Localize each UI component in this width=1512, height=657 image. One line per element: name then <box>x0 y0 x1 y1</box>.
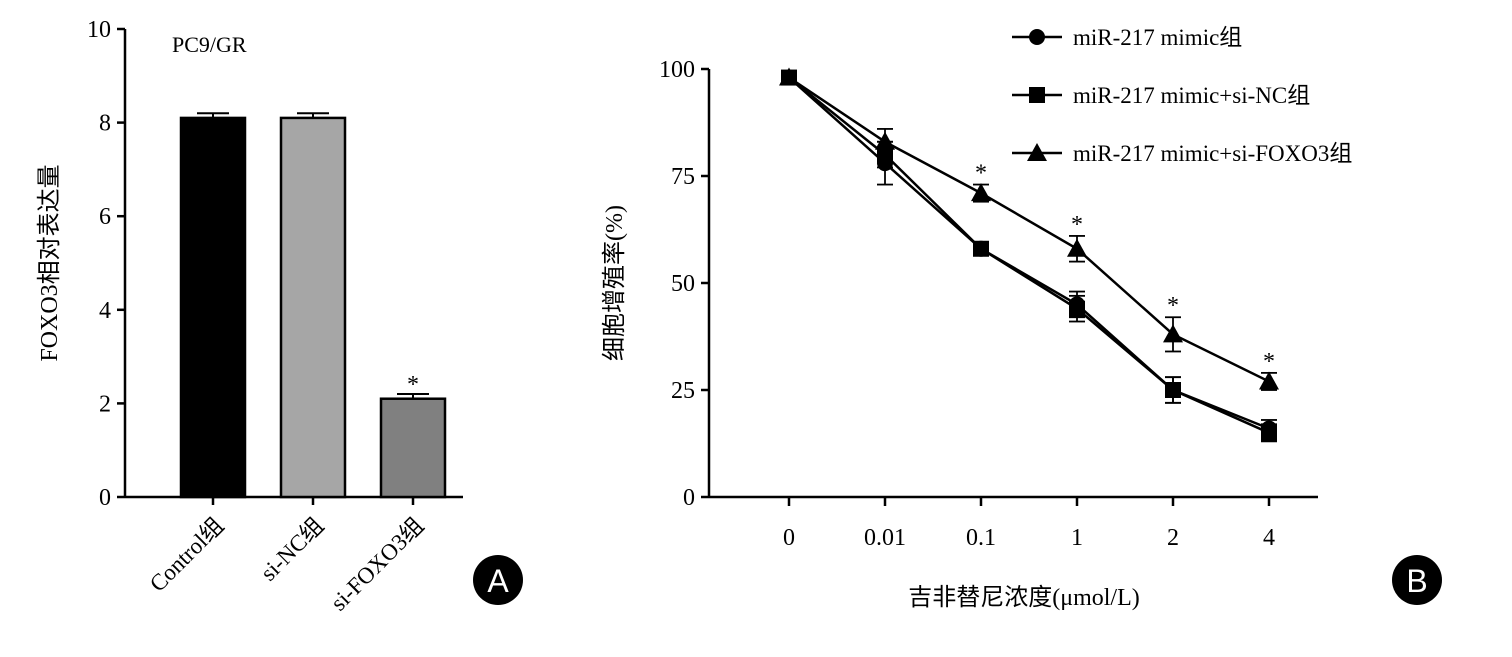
panel-a-category-label: Control组 <box>145 513 229 597</box>
panel-b-y-tick-label: 0 <box>683 485 695 511</box>
panel-b-badge-circle <box>1392 555 1442 605</box>
panel-b-x-tick-label: 4 <box>1263 525 1275 551</box>
bar-chart-bars <box>179 112 447 499</box>
panel-a-y-axis-label: FOXO3相对表达量 <box>36 164 63 361</box>
panel-b-data-point <box>1165 382 1181 398</box>
panel-b-x-tick-label: 0.1 <box>966 525 996 551</box>
panel-b-x-tick-label: 2 <box>1167 525 1179 551</box>
panel-b-data-point <box>1261 424 1277 441</box>
panel-b-data-point <box>875 131 895 150</box>
panel-b-data-point <box>973 240 989 257</box>
panel-b-series-line <box>788 76 1270 430</box>
line-chart-series <box>779 67 1279 443</box>
legend-item: miR-217 mimic组 <box>1012 25 1242 50</box>
panel-b-significance-marker: * <box>1167 293 1179 319</box>
panel-b-data-point <box>779 67 799 86</box>
line-chart-labels: 0 25 50 75 100 0 0.01 0.1 1 2 4 * * * * <box>659 57 1275 551</box>
panel-a-significance-marker: * <box>407 372 419 398</box>
panel-b-data-point <box>971 183 991 202</box>
panel-b-label-badge: B <box>1392 555 1442 605</box>
panel-b-series-triangle <box>779 67 1279 391</box>
panel-a-bar <box>179 116 247 499</box>
panel-b-series-circle <box>781 69 1277 438</box>
panel-b-data-point <box>1069 300 1085 317</box>
line-chart-legend: miR-217 mimic组 miR-217 mimic+si-NC组 miR-21… <box>1012 25 1352 166</box>
panel-a-y-tick-label: 8 <box>99 111 111 137</box>
panel-b-data-point <box>1067 238 1087 257</box>
panel-b-badge-text: B <box>1406 563 1427 599</box>
panel-b-y-tick-label: 25 <box>671 378 695 404</box>
panel-a-category-label: si-FOXO3组 <box>326 513 429 616</box>
panel-b-data-point <box>1259 371 1279 390</box>
panel-b-x-tick-label: 1 <box>1071 525 1083 551</box>
panel-a-category-label: si-NC组 <box>256 513 329 586</box>
panel-a-label-badge: A <box>473 555 523 605</box>
panel-b-significance-marker: * <box>1263 349 1275 375</box>
panel-a-bar <box>379 397 447 499</box>
panel-b-series-line <box>788 76 1270 434</box>
panel-b-y-tick-label: 75 <box>671 164 695 190</box>
legend-label: miR-217 mimic组 <box>1073 25 1242 50</box>
line-chart-axes <box>701 67 1318 506</box>
legend-label: miR-217 mimic+si-FOXO3组 <box>1073 141 1352 166</box>
panel-a-y-tick-label: 10 <box>87 17 111 43</box>
panel-b-series-line <box>788 76 1270 383</box>
line-chart-panel-b: 0 25 50 75 100 0 0.01 0.1 1 2 4 * * * * miR-217 mimic组… <box>601 25 1442 611</box>
panel-b-y-tick-label: 100 <box>659 57 695 83</box>
panel-a-badge-text: A <box>487 563 509 599</box>
legend-item: miR-217 mimic+si-NC组 <box>1012 83 1310 108</box>
panel-a-y-tick-label: 6 <box>99 204 111 230</box>
panel-b-series-square <box>781 69 1277 443</box>
legend-label: miR-217 mimic+si-NC组 <box>1073 83 1310 108</box>
legend-marker <box>1027 143 1047 161</box>
legend-item: miR-217 mimic+si-FOXO3组 <box>1012 141 1352 166</box>
panel-b-y-tick-label: 50 <box>671 271 695 297</box>
panel-a-y-tick-label: 4 <box>99 298 111 324</box>
panel-a-annotation: PC9/GR <box>172 32 247 57</box>
panel-a-y-tick-label: 2 <box>99 391 111 417</box>
panel-a-bar <box>279 116 347 499</box>
panel-b-data-point <box>1163 324 1183 343</box>
legend-marker <box>1029 87 1045 103</box>
panel-b-x-tick-label: 0 <box>783 525 795 551</box>
panel-b-significance-marker: * <box>975 161 987 187</box>
panel-b-x-axis-label: 吉非替尼浓度(μmol/L) <box>908 584 1140 611</box>
legend-marker <box>1029 29 1045 45</box>
panel-b-x-tick-label: 0.01 <box>864 525 906 551</box>
panel-b-y-axis-label: 细胞增殖率(%) <box>601 205 628 361</box>
panel-a-y-tick-label: 0 <box>99 485 111 511</box>
panel-b-significance-marker: * <box>1071 212 1083 238</box>
panel-a-badge-circle <box>473 555 523 605</box>
